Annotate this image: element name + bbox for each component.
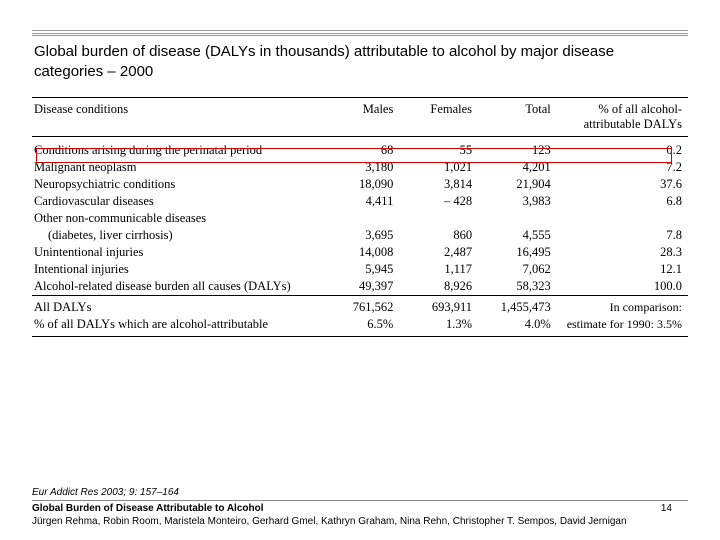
table-cell: 6.8 bbox=[557, 193, 688, 210]
citation-authors: Jürgen Rehma, Robin Room, Maristela Mont… bbox=[32, 515, 688, 528]
table-cell: 55 bbox=[399, 136, 478, 159]
table-cell: 5,945 bbox=[321, 261, 400, 278]
table-cell: 0.2 bbox=[557, 136, 688, 159]
table-cell: 4.0% bbox=[478, 316, 557, 337]
slide-title: Global burden of disease (DALYs in thous… bbox=[32, 36, 688, 93]
table-cell: 3,983 bbox=[478, 193, 557, 210]
table-cell: 100.0 bbox=[557, 278, 688, 296]
col-header: Total bbox=[478, 97, 557, 136]
table-cell: 18,090 bbox=[321, 176, 400, 193]
data-table-container: Disease conditions Males Females Total %… bbox=[32, 97, 688, 337]
table-cell: 3,180 bbox=[321, 159, 400, 176]
daly-table: Disease conditions Males Females Total %… bbox=[32, 97, 688, 337]
table-cell: 21,904 bbox=[478, 176, 557, 193]
table-cell: 7.2 bbox=[557, 159, 688, 176]
table-cell: % of all DALYs which are alcohol-attribu… bbox=[32, 316, 321, 337]
table-cell: 49,397 bbox=[321, 278, 400, 296]
table-cell: Neuropsychiatric conditions bbox=[32, 176, 321, 193]
table-row: Alcohol-related disease burden all cause… bbox=[32, 278, 688, 296]
citation-journal: Eur Addict Res 2003; 9: 157–164 bbox=[32, 486, 688, 501]
table-cell: 6.5% bbox=[321, 316, 400, 337]
table-cell: – 428 bbox=[399, 193, 478, 210]
table-cell: 3,695 bbox=[321, 227, 400, 244]
citation-title: Global Burden of Disease Attributable to… bbox=[32, 502, 688, 515]
table-cell: Intentional injuries bbox=[32, 261, 321, 278]
table-cell: estimate for 1990: 3.5% bbox=[557, 316, 688, 337]
table-cell: 693,911 bbox=[399, 295, 478, 316]
table-cell: 37.6 bbox=[557, 176, 688, 193]
table-cell: 28.3 bbox=[557, 244, 688, 261]
table-row: Cardiovascular diseases4,411– 4283,9836.… bbox=[32, 193, 688, 210]
table-cell: 2,487 bbox=[399, 244, 478, 261]
table-cell bbox=[399, 210, 478, 227]
table-cell: Unintentional injuries bbox=[32, 244, 321, 261]
table-cell: 4,201 bbox=[478, 159, 557, 176]
top-rule-lines bbox=[32, 30, 688, 36]
col-header: Females bbox=[399, 97, 478, 136]
summary-row: All DALYs761,562693,9111,455,473In compa… bbox=[32, 295, 688, 316]
table-cell: 14,008 bbox=[321, 244, 400, 261]
table-cell: Conditions arising during the perinatal … bbox=[32, 136, 321, 159]
table-cell: 4,411 bbox=[321, 193, 400, 210]
table-cell: 68 bbox=[321, 136, 400, 159]
table-cell: 123 bbox=[478, 136, 557, 159]
table-row: Neuropsychiatric conditions18,0903,81421… bbox=[32, 176, 688, 193]
table-cell: 1,117 bbox=[399, 261, 478, 278]
table-cell: 58,323 bbox=[478, 278, 557, 296]
table-row: Malignant neoplasm3,1801,0214,2017.2 bbox=[32, 159, 688, 176]
col-header: Males bbox=[321, 97, 400, 136]
table-header-row: Disease conditions Males Females Total %… bbox=[32, 97, 688, 136]
col-header: % of all alcohol- attributable DALYs bbox=[557, 97, 688, 136]
col-header: Disease conditions bbox=[32, 97, 321, 136]
table-cell: 1,021 bbox=[399, 159, 478, 176]
table-cell: All DALYs bbox=[32, 295, 321, 316]
table-cell: 1.3% bbox=[399, 316, 478, 337]
table-cell bbox=[478, 210, 557, 227]
table-cell: Alcohol-related disease burden all cause… bbox=[32, 278, 321, 296]
table-cell: (diabetes, liver cirrhosis) bbox=[32, 227, 321, 244]
table-cell: 12.1 bbox=[557, 261, 688, 278]
table-row: (diabetes, liver cirrhosis)3,6958604,555… bbox=[32, 227, 688, 244]
table-cell: 3,814 bbox=[399, 176, 478, 193]
table-cell: 8,926 bbox=[399, 278, 478, 296]
table-cell: 16,495 bbox=[478, 244, 557, 261]
table-cell: 761,562 bbox=[321, 295, 400, 316]
summary-row: % of all DALYs which are alcohol-attribu… bbox=[32, 316, 688, 337]
citation-block: Eur Addict Res 2003; 9: 157–164 Global B… bbox=[32, 486, 688, 528]
table-cell: Other non-communicable diseases bbox=[32, 210, 321, 227]
table-cell: 7.8 bbox=[557, 227, 688, 244]
table-cell bbox=[321, 210, 400, 227]
table-row: Other non-communicable diseases bbox=[32, 210, 688, 227]
table-cell: 1,455,473 bbox=[478, 295, 557, 316]
page-number: 14 bbox=[661, 503, 672, 514]
table-cell: Cardiovascular diseases bbox=[32, 193, 321, 210]
table-cell: 4,555 bbox=[478, 227, 557, 244]
table-cell bbox=[557, 210, 688, 227]
table-row: Conditions arising during the perinatal … bbox=[32, 136, 688, 159]
table-cell: Malignant neoplasm bbox=[32, 159, 321, 176]
table-cell: In comparison: bbox=[557, 295, 688, 316]
table-row: Unintentional injuries14,0082,48716,4952… bbox=[32, 244, 688, 261]
table-cell: 7,062 bbox=[478, 261, 557, 278]
table-row: Intentional injuries5,9451,1177,06212.1 bbox=[32, 261, 688, 278]
table-cell: 860 bbox=[399, 227, 478, 244]
